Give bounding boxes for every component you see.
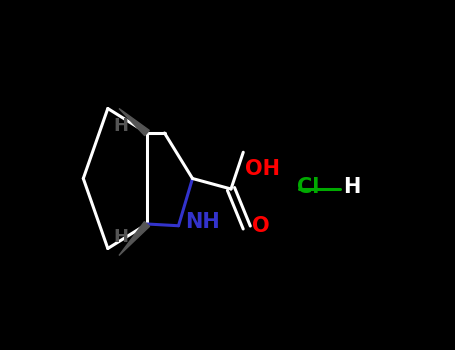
Polygon shape — [119, 222, 150, 256]
Text: H: H — [113, 117, 128, 135]
Text: OH: OH — [245, 159, 280, 178]
Text: O: O — [252, 216, 270, 236]
Text: NH: NH — [185, 212, 220, 232]
Text: H: H — [343, 177, 360, 197]
Text: H: H — [113, 228, 128, 246]
Text: Cl: Cl — [298, 177, 320, 197]
Polygon shape — [119, 108, 149, 136]
